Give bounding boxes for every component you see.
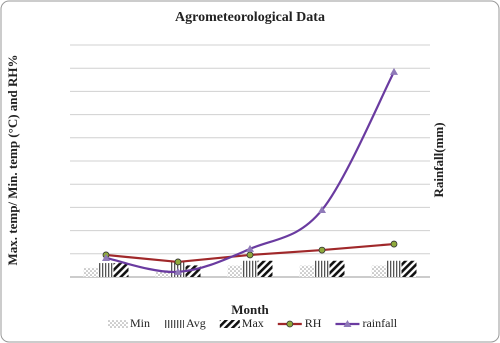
chart-title: Agrometeorological Data [175,10,325,25]
legend-label: Avg [186,316,206,330]
bar [314,260,330,277]
bar [329,260,345,277]
y-axis-label: Max. temp/ Min. temp (°C) and RH% [5,54,20,265]
legend-label: Max [242,316,264,330]
marker [246,244,254,252]
marker [174,258,182,266]
marker [343,320,352,327]
marker [246,251,254,259]
bar [242,260,258,277]
y2-axis-label: Rainfall(mm) [431,122,446,197]
marker [174,267,182,275]
x-axis-label: Month [231,302,269,317]
legend-label: RH [305,316,322,330]
legend-label: Min [130,316,150,330]
bar [113,263,129,277]
marker [102,253,110,261]
marker [390,67,398,75]
line [105,71,395,274]
legend-swatch [108,320,128,328]
bar [386,260,402,277]
legend-swatch [219,320,240,328]
bar [401,260,417,277]
bar [257,260,273,277]
bar [155,270,171,277]
bar [227,265,243,277]
marker [318,246,326,254]
legend-swatch [164,320,185,328]
legend-label: rainfall [362,316,397,330]
marker [390,240,398,248]
marker [318,205,326,213]
bar [185,265,201,277]
marker [286,320,294,328]
bar [299,265,315,277]
bar [371,265,387,277]
bar [98,263,114,277]
bar [83,267,99,277]
